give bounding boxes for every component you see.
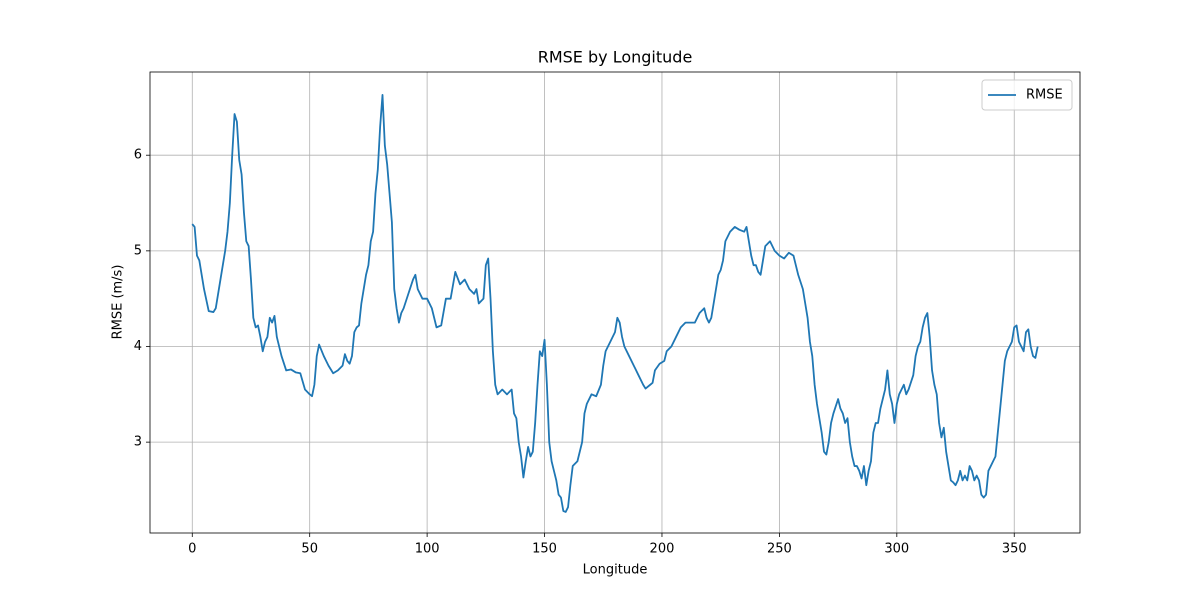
legend-label: RMSE xyxy=(1026,88,1063,103)
y-axis-label: RMSE (m/s) xyxy=(111,265,126,340)
chart-title: RMSE by Longitude xyxy=(538,48,693,67)
y-tick-label: 6 xyxy=(134,148,142,163)
legend-box xyxy=(981,79,1073,111)
y-tick-label: 5 xyxy=(134,243,142,258)
x-tick-label: 250 xyxy=(767,542,792,557)
x-tick-label: 300 xyxy=(884,542,909,557)
x-tick-label: 350 xyxy=(1002,542,1027,557)
x-tick-label: 0 xyxy=(188,542,196,557)
data-line xyxy=(191,94,1039,513)
x-tick-label: 150 xyxy=(532,542,557,557)
plot-frame xyxy=(149,71,1081,534)
x-tick-label: 200 xyxy=(650,542,675,557)
y-tick-label: 4 xyxy=(134,339,142,354)
x-tick-label: 50 xyxy=(301,542,318,557)
y-tick-label: 3 xyxy=(134,435,142,450)
x-axis-label: Longitude xyxy=(583,563,648,578)
x-tick-label: 100 xyxy=(415,542,440,557)
